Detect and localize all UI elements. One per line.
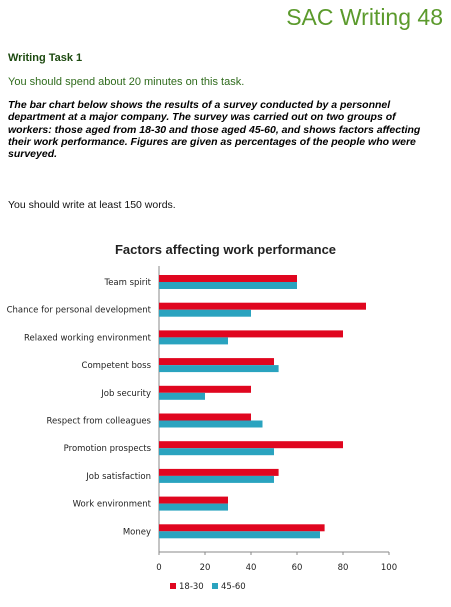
- category-label: Competent boss: [82, 361, 152, 371]
- page-title: SAC Writing 48: [286, 4, 443, 30]
- category-label: Job satisfaction: [85, 472, 151, 482]
- bar-45-60-3: [159, 365, 279, 373]
- bar-18-30-0: [159, 275, 297, 282]
- legend-label: 18-30: [179, 582, 204, 592]
- bar-45-60-2: [159, 337, 228, 345]
- bar-45-60-1: [159, 309, 251, 317]
- category-label: Job security: [100, 389, 151, 399]
- bar-45-60-6: [159, 448, 274, 456]
- bar-18-30-7: [159, 468, 279, 476]
- category-label: Chance for personal development: [7, 306, 152, 316]
- bar-18-30-8: [159, 496, 228, 504]
- x-tick-label: 0: [156, 563, 161, 573]
- bar-45-60-9: [159, 531, 320, 539]
- bar-18-30-3: [159, 358, 274, 366]
- time-instruction: You should spend about 20 minutes on thi…: [8, 76, 245, 88]
- bar-45-60-0: [159, 282, 297, 289]
- bar-18-30-2: [159, 330, 343, 338]
- bar-18-30-4: [159, 385, 251, 393]
- bar-45-60-4: [159, 392, 205, 400]
- bar-18-30-6: [159, 441, 343, 449]
- legend-swatch-18-30: [170, 583, 176, 589]
- legend-swatch-45-60: [212, 583, 218, 589]
- x-tick-label: 40: [246, 563, 257, 573]
- bar-45-60-7: [159, 475, 274, 483]
- bar-18-30-1: [159, 302, 366, 310]
- bar-chart: Team spirit Chance for personal developme…: [7, 266, 397, 592]
- category-label: Work environment: [73, 500, 152, 510]
- category-label: Team spirit: [103, 278, 151, 288]
- task-heading: Writing Task 1: [8, 52, 83, 64]
- chart-title: Factors affecting work performance: [114, 242, 337, 257]
- bar-18-30-5: [159, 413, 251, 421]
- bar-45-60-5: [159, 420, 263, 428]
- category-label: Relaxed working environment: [24, 333, 152, 343]
- word-count-instruction: You should write at least 150 words.: [8, 199, 176, 211]
- x-tick-label: 20: [200, 563, 211, 573]
- bar-45-60-8: [159, 503, 228, 511]
- category-label: Promotion prospects: [64, 444, 152, 454]
- x-tick-label: 80: [338, 563, 349, 573]
- legend-label: 45-60: [221, 582, 246, 592]
- category-label: Respect from colleagues: [47, 417, 152, 427]
- task-prompt: The bar chart below shows the results of…: [8, 99, 421, 161]
- bar-18-30-9: [159, 524, 325, 532]
- plot-area: Team spirit Chance for personal developme…: [7, 266, 397, 592]
- category-label: Money: [123, 527, 151, 537]
- x-tick-label: 60: [292, 563, 303, 573]
- x-tick-label: 100: [381, 563, 397, 573]
